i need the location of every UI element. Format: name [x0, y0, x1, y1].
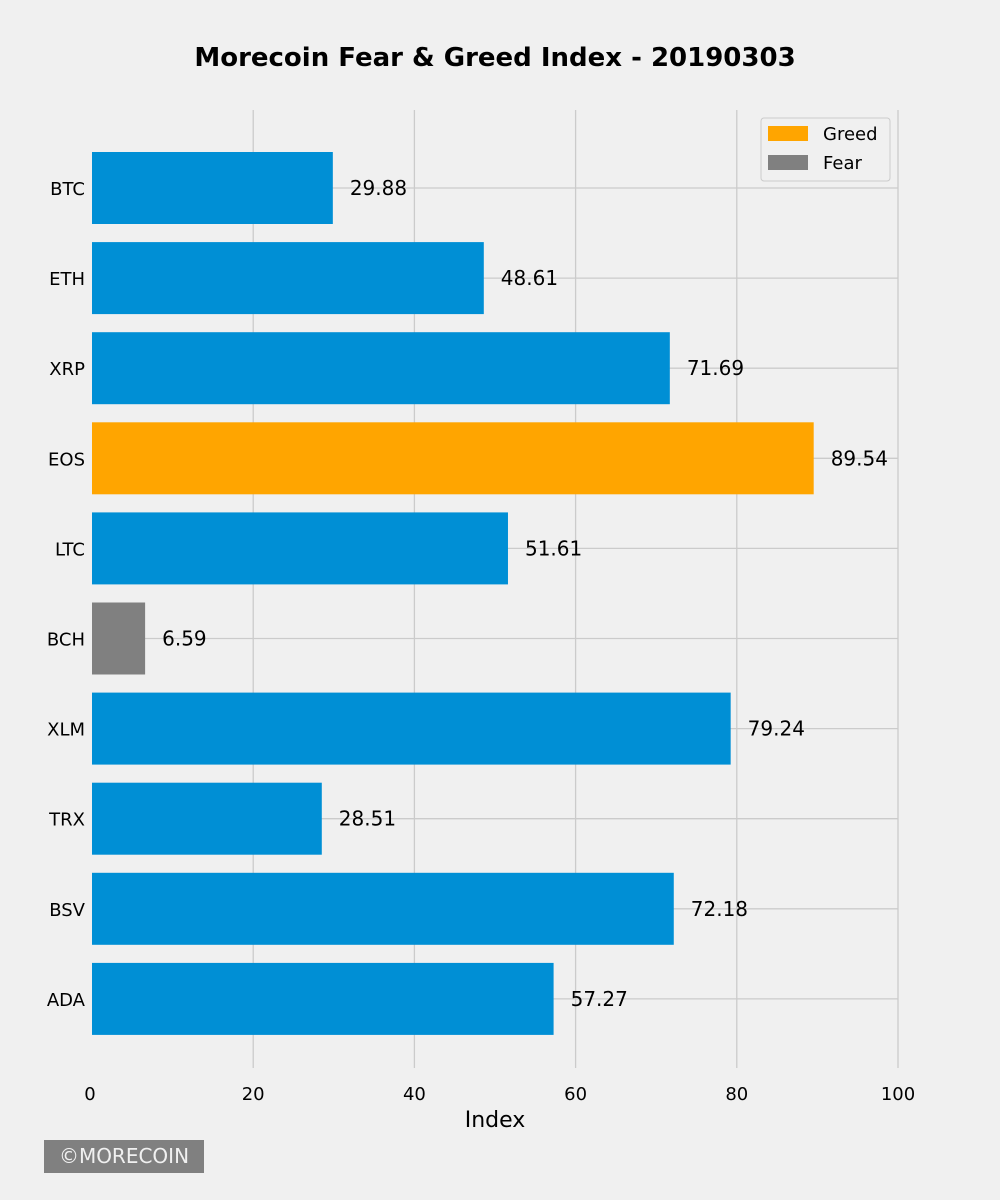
data-label-xrp: 71.69: [687, 356, 744, 380]
bar-xrp: [92, 332, 670, 405]
y-tick-label-ltc: LTC: [55, 539, 85, 560]
data-label-btc: 29.88: [350, 176, 407, 200]
bar-xlm: [92, 692, 731, 765]
legend-swatch-greed: [768, 126, 808, 141]
y-axis-tick-labels: BTC ETH XRP EOS LTC BCH XLM TRX BSV ADA: [47, 179, 86, 1011]
legend: Greed Fear: [760, 117, 891, 182]
y-tick-label-btc: BTC: [50, 179, 85, 200]
y-tick-label-xrp: XRP: [49, 359, 85, 380]
y-tick-label-ada: ADA: [47, 990, 86, 1011]
bar-trx: [92, 782, 322, 855]
chart-title: Morecoin Fear & Greed Index - 20190303: [194, 43, 795, 73]
data-label-bsv: 72.18: [691, 897, 748, 921]
bar-ltc: [92, 512, 508, 585]
y-tick-label-trx: TRX: [48, 810, 85, 831]
bar-bch: [92, 602, 146, 675]
data-label-ada: 57.27: [571, 987, 628, 1011]
legend-label-fear: Fear: [823, 153, 862, 174]
data-label-ltc: 51.61: [525, 536, 582, 560]
data-label-eth: 48.61: [501, 266, 558, 290]
y-tick-label-bch: BCH: [47, 630, 85, 651]
bar-eos: [92, 422, 814, 495]
x-tick-label: 80: [725, 1084, 748, 1105]
data-label-xlm: 79.24: [748, 717, 805, 741]
legend-swatch-fear: [768, 155, 808, 170]
watermark-badge: ©MORECOIN: [44, 1140, 204, 1173]
y-tick-label-eth: ETH: [49, 269, 85, 290]
y-tick-label-eos: EOS: [48, 449, 85, 470]
x-tick-label: 100: [881, 1084, 915, 1105]
x-tick-label: 40: [403, 1084, 426, 1105]
bar-ada: [92, 962, 554, 1035]
bar-btc: [92, 152, 333, 224]
data-label-trx: 28.51: [339, 807, 396, 831]
bar-bsv: [92, 872, 674, 945]
data-label-eos: 89.54: [831, 446, 888, 470]
x-axis-tick-labels: 0 20 40 60 80 100: [84, 1084, 915, 1105]
x-tick-label: 20: [242, 1084, 265, 1105]
x-axis-label: Index: [465, 1108, 526, 1133]
legend-label-greed: Greed: [823, 124, 878, 145]
bars: [92, 152, 814, 1035]
x-tick-label: 0: [84, 1084, 95, 1105]
y-tick-label-xlm: XLM: [47, 720, 85, 741]
data-label-bch: 6.59: [162, 627, 207, 651]
bar-eth: [92, 242, 484, 315]
data-labels: 29.88 48.61 71.69 89.54 51.61 6.59 79.24 28.51 7…: [162, 176, 888, 1011]
y-tick-label-bsv: BSV: [49, 900, 85, 921]
x-tick-label: 60: [564, 1084, 587, 1105]
